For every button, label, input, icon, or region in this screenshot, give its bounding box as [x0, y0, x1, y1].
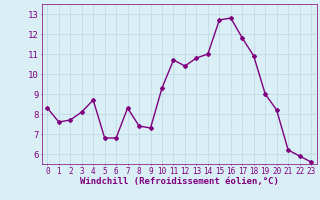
- X-axis label: Windchill (Refroidissement éolien,°C): Windchill (Refroidissement éolien,°C): [80, 177, 279, 186]
